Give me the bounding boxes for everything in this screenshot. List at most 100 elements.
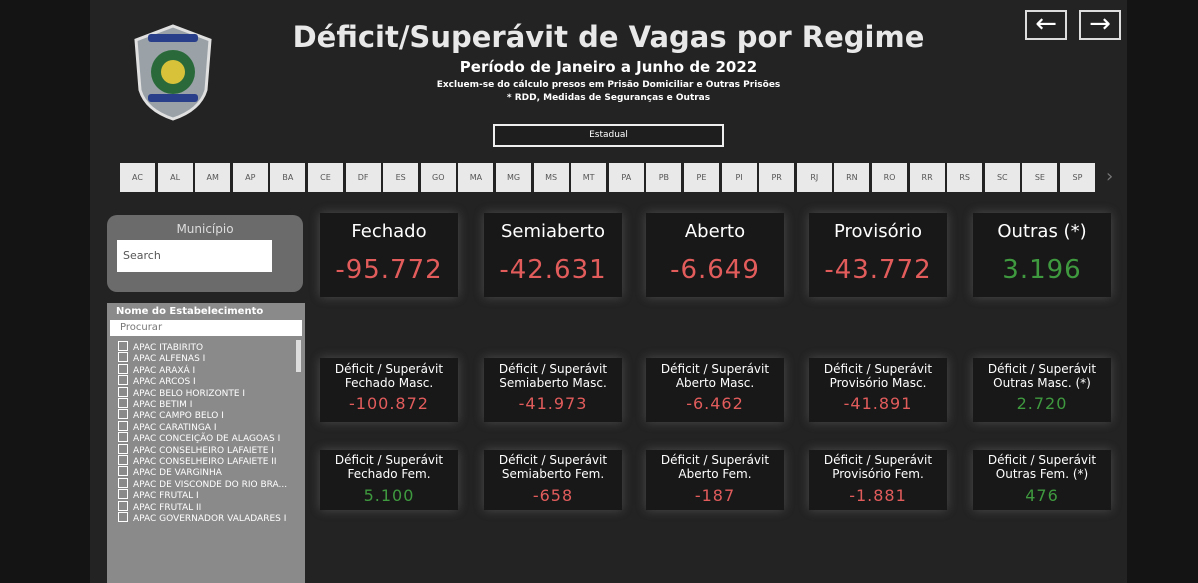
state-button[interactable]: MA	[458, 163, 494, 192]
list-item[interactable]: APAC CONSELHEIRO LAFAIETE I	[118, 444, 274, 456]
kpi-card	[320, 450, 458, 510]
list-item[interactable]: APAC CAMPO BELO I	[118, 409, 224, 421]
kpi-label: Semiaberto Masc.	[499, 376, 607, 390]
state-button[interactable]: RS	[947, 163, 983, 192]
kpi-value: -187	[694, 486, 736, 505]
list-item[interactable]: APAC CONCEIÇÃO DE ALAGOAS I	[118, 432, 280, 444]
kpi-label: Fechado Fem.	[347, 467, 431, 481]
state-button[interactable]: MT	[571, 163, 607, 192]
kpi-label: Déficit / Superávit	[498, 453, 608, 467]
kpi-label: Déficit / Superávit	[334, 362, 444, 376]
state-button[interactable]: RO	[872, 163, 907, 192]
list-item[interactable]: APAC CONSELHEIRO LAFAIETE II	[118, 455, 277, 467]
kpi-label: Déficit / Superávit	[498, 362, 608, 376]
kpi-label: Déficit / Superávit	[660, 362, 770, 376]
state-button[interactable]: RN	[834, 163, 870, 192]
list-item[interactable]: APAC ITABIRITO	[118, 341, 203, 353]
state-button[interactable]: BA	[270, 163, 306, 192]
state-button[interactable]: MG	[496, 163, 531, 192]
list-item[interactable]: APAC BELO HORIZONTE I	[118, 387, 245, 399]
list-item[interactable]: APAC ARAXÁ I	[118, 364, 195, 376]
state-button[interactable]: CE	[308, 163, 343, 192]
state-button[interactable]: AM	[195, 163, 231, 192]
forward-button[interactable]: →	[1079, 10, 1121, 40]
state-button[interactable]: DF	[345, 163, 381, 192]
kpi-card	[646, 213, 784, 297]
state-button[interactable]: SC	[984, 163, 1020, 192]
kpi-label: Déficit / Superávit	[823, 362, 933, 376]
list-item[interactable]: APAC DE VISCONDE DO RIO BRA...	[118, 478, 287, 490]
state-button[interactable]: PI	[721, 163, 757, 192]
kpi-card	[809, 213, 947, 297]
list-item[interactable]: APAC ALFENAS I	[118, 352, 205, 364]
kpi-label: Fechado	[351, 221, 427, 242]
scrollbar	[296, 340, 301, 372]
list-item[interactable]: APAC ARCOS I	[118, 375, 196, 387]
state-button[interactable]: SE	[1022, 163, 1058, 192]
list-item[interactable]: APAC GOVERNADOR VALADARES I	[118, 512, 286, 524]
kpi-value: -100.872	[349, 394, 429, 413]
list-search[interactable]: Procurar	[110, 320, 302, 336]
state-button[interactable]: GO	[420, 163, 456, 192]
state-button[interactable]: PB	[646, 163, 682, 192]
kpi-card	[320, 213, 458, 297]
list-item[interactable]: APAC FRUTAL II	[118, 501, 201, 513]
kpi-card	[973, 450, 1111, 510]
kpi-value: -6.462	[686, 394, 744, 413]
list-item[interactable]: APAC CARATINGA I	[118, 421, 216, 433]
state-button[interactable]: MS	[533, 163, 569, 192]
state-button[interactable]: AC	[120, 163, 155, 192]
kpi-label: Aberto Masc.	[675, 376, 755, 390]
kpi-card	[809, 358, 947, 422]
search-box[interactable]: Search	[117, 240, 272, 272]
kpi-label: Déficit / Superávit	[660, 453, 770, 467]
kpi-label: Déficit / Superávit	[987, 453, 1097, 467]
note: * RDD, Medidas de Seguranças e Outras	[506, 93, 711, 103]
kpi-label: Outras Fem. (*)	[995, 467, 1089, 481]
kpi-value: -41.973	[518, 394, 588, 413]
kpi-label: Déficit / Superávit	[823, 453, 933, 467]
note: Excluem-se do cálculo presos em Prisão D…	[436, 80, 781, 90]
kpi-value: -6.649	[670, 255, 760, 285]
kpi-label: Semiaberto Fem.	[501, 467, 605, 481]
kpi-label: Provisório	[833, 221, 922, 242]
state-button[interactable]: PA	[608, 163, 644, 192]
dropdown[interactable]: Estadual	[493, 124, 724, 147]
list-item[interactable]: APAC BETIM I	[118, 398, 192, 410]
kpi-value: -41.891	[843, 394, 913, 413]
title: Déficit/Superávit de Vagas por Regime	[292, 20, 925, 54]
kpi-card	[973, 213, 1111, 297]
kpi-label: Fechado Masc.	[344, 376, 434, 390]
kpi-value: 5.100	[363, 486, 415, 505]
kpi-value: 2.720	[1016, 394, 1068, 413]
back-button[interactable]: ←	[1025, 10, 1067, 40]
kpi-card	[484, 358, 622, 422]
kpi-value: -1.881	[849, 486, 907, 505]
kpi-value: -658	[532, 486, 574, 505]
kpi-label: Provisório Masc.	[829, 376, 927, 390]
state-button[interactable]: SP	[1060, 163, 1095, 192]
list-item[interactable]: APAC FRUTAL I	[118, 489, 199, 501]
kpi-value: -95.772	[335, 255, 443, 285]
state-button[interactable]: AP	[232, 163, 268, 192]
kpi-value: -43.772	[824, 255, 932, 285]
kpi-label: Semiaberto	[500, 221, 606, 242]
kpi-label: Outras Masc. (*)	[993, 376, 1091, 390]
kpi-card	[973, 358, 1111, 422]
kpi-card	[809, 450, 947, 510]
municipio-title: Município	[176, 222, 234, 236]
list-item[interactable]: APAC DE VARGINHA	[118, 466, 222, 478]
kpi-label: Déficit / Superávit	[987, 362, 1097, 376]
state-button[interactable]: AL	[157, 163, 193, 192]
kpi-card	[646, 450, 784, 510]
state-button[interactable]: ES	[383, 163, 419, 192]
state-button[interactable]: PE	[684, 163, 719, 192]
kpi-value: 3.196	[1002, 255, 1082, 285]
kpi-value: 476	[1025, 486, 1059, 505]
kpi-label: Outras (*)	[997, 221, 1087, 242]
state-button[interactable]: RJ	[796, 163, 832, 192]
state-button[interactable]: PR	[759, 163, 795, 192]
state-button[interactable]: RR	[909, 163, 945, 192]
scroll-right[interactable]: ›	[1106, 166, 1114, 187]
